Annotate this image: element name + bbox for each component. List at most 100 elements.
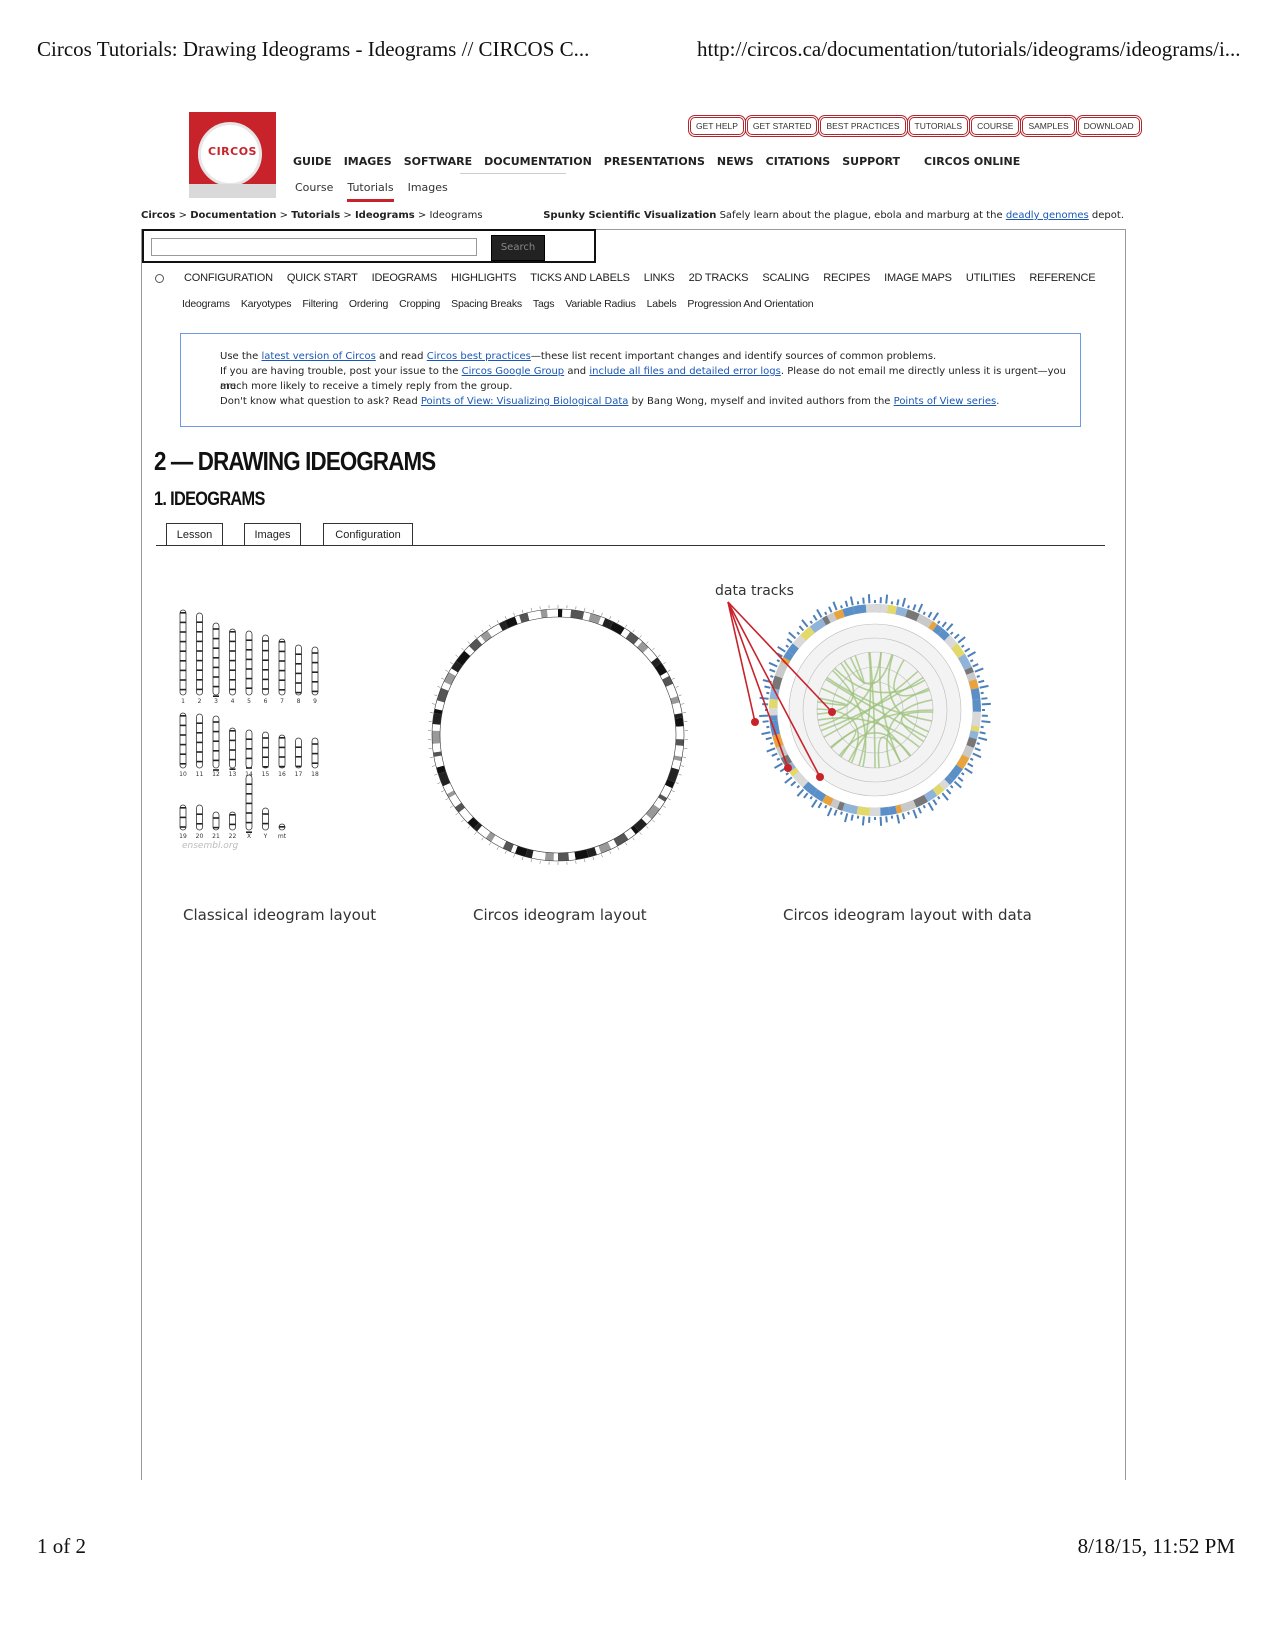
subcat-variable-radius[interactable]: Variable Radius — [565, 298, 636, 310]
histogram-bar — [957, 636, 966, 644]
cat-image-maps[interactable]: IMAGE MAPS — [884, 272, 952, 284]
nav-guide[interactable]: GUIDE — [293, 155, 332, 168]
nav-documentation[interactable]: DOCUMENTATION — [484, 155, 592, 168]
histogram-bar — [953, 633, 960, 640]
print-footer-page: 1 of 2 — [37, 1534, 86, 1558]
nav-citations[interactable]: CITATIONS — [765, 155, 831, 168]
error-logs-link[interactable]: include all files and detailed error log… — [589, 366, 781, 377]
subcat-progression[interactable]: Progression And Orientation — [687, 298, 814, 310]
histogram-bar — [957, 776, 964, 782]
chromosome: 14 — [245, 729, 253, 778]
search-button[interactable]: Search — [491, 235, 545, 261]
nav-circos-online[interactable]: CIRCOS ONLINE — [924, 155, 1021, 168]
cat-ideograms[interactable]: IDEOGRAMS — [371, 272, 438, 284]
circos-logo[interactable]: CIRCOS — [189, 112, 276, 198]
cat-2d-tracks[interactable]: 2D TRACKS — [688, 272, 749, 284]
tab-configuration[interactable]: Configuration — [323, 523, 413, 546]
best-practices-button[interactable]: BEST PRACTICES — [818, 115, 908, 137]
data-ideogram-band — [812, 789, 826, 802]
subnav-images[interactable]: Images — [407, 181, 448, 194]
notice-box: Use the latest version of Circos and rea… — [180, 333, 1081, 427]
ideogram-band — [664, 779, 675, 789]
ideogram-band — [525, 848, 534, 859]
breadcrumb-ideograms[interactable]: Ideograms — [354, 210, 415, 221]
caption-circos: Circos ideogram layout — [473, 906, 647, 924]
breadcrumb-circos[interactable]: Circos — [141, 210, 176, 221]
ideogram-band — [433, 755, 445, 768]
subcat-ideograms[interactable]: Ideograms — [182, 298, 230, 310]
cat-scaling[interactable]: SCALING — [762, 272, 810, 284]
subcat-ordering[interactable]: Ordering — [348, 298, 389, 310]
tab-images[interactable]: Images — [244, 523, 301, 546]
histogram-bar — [974, 747, 981, 752]
print-header-url: http://circos.ca/documentation/tutorials… — [697, 37, 1241, 61]
cat-quick-start[interactable]: QUICK START — [286, 272, 358, 284]
ideogram-band — [660, 672, 670, 680]
data-link — [849, 655, 865, 684]
course-button[interactable]: COURSE — [969, 115, 1022, 137]
histogram-bar — [770, 675, 774, 678]
histogram-bar — [809, 795, 813, 800]
histogram-bar — [969, 659, 974, 663]
tab-lesson[interactable]: Lesson — [166, 523, 223, 546]
data-ideogram-band — [895, 606, 908, 617]
subnav-course[interactable]: Course — [295, 181, 334, 194]
data-ideogram-band — [944, 635, 958, 649]
data-ideogram-band — [958, 653, 972, 671]
chromosome: 17 — [295, 737, 302, 778]
google-group-link[interactable]: Circos Google Group — [461, 366, 565, 377]
ideogram-band — [477, 635, 486, 645]
ideogram-band — [674, 717, 684, 727]
latest-version-link[interactable]: latest version of Circos — [261, 351, 376, 362]
data-ideogram-band — [792, 771, 809, 788]
cat-recipes[interactable]: RECIPES — [823, 272, 871, 284]
subcat-filtering[interactable]: Filtering — [302, 298, 338, 310]
points-of-view-series-link[interactable]: Points of View series — [893, 396, 997, 407]
download-button[interactable]: DOWNLOAD — [1075, 115, 1142, 137]
tab-rule — [156, 545, 1105, 546]
subcat-tags[interactable]: Tags — [532, 298, 555, 310]
ideogram-band — [674, 713, 683, 719]
nav-news[interactable]: NEWS — [716, 155, 754, 168]
cat-reference[interactable]: REFERENCE — [1029, 272, 1096, 284]
tutorials-button[interactable]: TUTORIALS — [906, 115, 971, 137]
histogram-bar — [885, 594, 889, 604]
nav-support[interactable]: SUPPORT — [842, 155, 901, 168]
subcat-labels[interactable]: Labels — [646, 298, 677, 310]
ideogram-band — [642, 647, 658, 663]
histogram-bar — [862, 597, 865, 604]
nav-presentations[interactable]: PRESENTATIONS — [603, 155, 705, 168]
search-input[interactable] — [151, 238, 477, 256]
subcat-spacing-breaks[interactable]: Spacing Breaks — [451, 298, 522, 310]
subcat-cropping[interactable]: Cropping — [399, 298, 441, 310]
breadcrumb-tutorials[interactable]: Tutorials — [291, 210, 341, 221]
deadly-genomes-link[interactable]: deadly genomes — [1005, 210, 1089, 221]
subnav-tutorials[interactable]: Tutorials — [347, 181, 394, 202]
cat-highlights[interactable]: HIGHLIGHTS — [451, 272, 517, 284]
histogram-bar — [964, 767, 973, 775]
nav-images[interactable]: IMAGES — [343, 155, 392, 168]
cat-links[interactable]: LINKS — [643, 272, 675, 284]
chromosome: 9 — [311, 646, 319, 705]
ring-tick — [474, 832, 477, 835]
svg-text:18: 18 — [311, 771, 319, 778]
breadcrumb-documentation[interactable]: Documentation — [190, 210, 277, 221]
get-started-button[interactable]: GET STARTED — [744, 115, 820, 137]
cat-utilities[interactable]: UTILITIES — [965, 272, 1016, 284]
cat-configuration[interactable]: CONFIGURATION — [184, 272, 273, 284]
points-of-view-link[interactable]: Points of View: Visualizing Biological D… — [420, 396, 629, 407]
subcat-karyotypes[interactable]: Karyotypes — [240, 298, 292, 310]
histogram-bar — [896, 814, 901, 824]
histogram-bar — [803, 792, 809, 799]
data-histogram — [759, 594, 991, 826]
data-link — [877, 736, 902, 768]
nav-software[interactable]: SOFTWARE — [403, 155, 473, 168]
samples-button[interactable]: SAMPLES — [1020, 115, 1077, 137]
ideogram-band — [633, 638, 643, 648]
get-help-button[interactable]: GET HELP — [688, 115, 746, 137]
data-ideogram-band — [769, 708, 778, 716]
ring-tick — [521, 609, 524, 613]
data-ideogram-band — [966, 672, 977, 682]
best-practices-link[interactable]: Circos best practices — [426, 351, 531, 362]
cat-ticks-and-labels[interactable]: TICKS AND LABELS — [530, 272, 630, 284]
